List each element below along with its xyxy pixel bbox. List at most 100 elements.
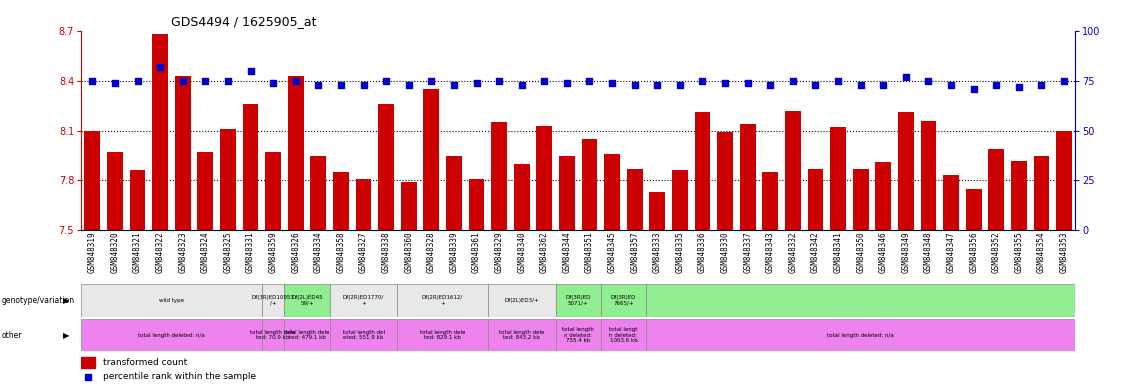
Point — [218, 78, 236, 84]
Bar — [555, 319, 601, 351]
Text: transformed count: transformed count — [102, 358, 187, 367]
Bar — [488, 319, 555, 351]
Bar — [468, 179, 484, 230]
Bar — [401, 182, 417, 230]
Bar — [129, 170, 145, 230]
Bar — [605, 154, 620, 230]
Bar — [81, 356, 95, 368]
Bar — [288, 76, 304, 230]
Bar — [378, 104, 394, 230]
Text: ▶: ▶ — [63, 331, 70, 339]
Bar — [695, 112, 711, 230]
Bar — [601, 319, 646, 351]
Text: GSM848347: GSM848347 — [947, 232, 956, 273]
Text: GSM848353: GSM848353 — [1060, 232, 1069, 273]
Point — [581, 78, 599, 84]
Bar — [921, 121, 937, 230]
Point — [467, 79, 485, 86]
Bar — [175, 76, 190, 230]
Point — [557, 79, 575, 86]
Text: GSM848340: GSM848340 — [517, 232, 526, 273]
Text: other: other — [1, 331, 21, 339]
Text: GSM848354: GSM848354 — [1037, 232, 1046, 273]
Text: GSM848349: GSM848349 — [901, 232, 910, 273]
Bar — [830, 127, 846, 230]
Point — [806, 81, 824, 88]
Point — [332, 81, 350, 88]
Point — [535, 78, 553, 84]
Text: percentile rank within the sample: percentile rank within the sample — [102, 372, 256, 381]
Text: total length dele
ted: 479.1 kb: total length dele ted: 479.1 kb — [285, 329, 330, 341]
Text: GSM848362: GSM848362 — [539, 232, 548, 273]
Bar — [330, 319, 397, 351]
Point — [942, 81, 960, 88]
Text: GSM848350: GSM848350 — [856, 232, 865, 273]
Text: GSM848361: GSM848361 — [472, 232, 481, 273]
Text: total length del
eted: 551.9 kb: total length del eted: 551.9 kb — [342, 329, 385, 341]
Text: total length dele
ted: 843.2 kb: total length dele ted: 843.2 kb — [499, 329, 544, 341]
Bar — [650, 192, 665, 230]
Bar — [1056, 131, 1072, 230]
Point — [784, 78, 802, 84]
Text: GSM848321: GSM848321 — [133, 232, 142, 273]
Text: GSM848334: GSM848334 — [314, 232, 323, 273]
Bar — [558, 156, 574, 230]
Bar — [762, 172, 778, 230]
Point — [626, 81, 644, 88]
Text: GSM848329: GSM848329 — [494, 232, 503, 273]
Text: Df(2L)ED45
59/+: Df(2L)ED45 59/+ — [292, 295, 323, 306]
Point — [671, 81, 689, 88]
Bar — [601, 284, 646, 317]
Text: Df(2R)ED1770/
+: Df(2R)ED1770/ + — [343, 295, 384, 306]
Bar — [582, 139, 598, 230]
Bar — [81, 319, 262, 351]
Bar — [717, 132, 733, 230]
Text: total length dele
ted: 829.1 kb: total length dele ted: 829.1 kb — [420, 329, 465, 341]
Text: GSM848345: GSM848345 — [608, 232, 617, 273]
Bar — [536, 126, 552, 230]
Point — [490, 78, 508, 84]
Bar — [852, 169, 868, 230]
Text: Df(2L)ED3/+: Df(2L)ED3/+ — [504, 298, 539, 303]
Bar — [897, 112, 914, 230]
Text: GSM848351: GSM848351 — [586, 232, 595, 273]
Bar — [989, 149, 1004, 230]
Bar — [646, 319, 1075, 351]
Point — [649, 81, 667, 88]
Bar — [740, 124, 756, 230]
Bar — [875, 162, 891, 230]
Bar — [944, 175, 959, 230]
Point — [355, 81, 373, 88]
Text: GSM848322: GSM848322 — [155, 232, 164, 273]
Text: GSM848355: GSM848355 — [1015, 232, 1024, 273]
Text: GSM848325: GSM848325 — [223, 232, 232, 273]
Bar — [397, 319, 488, 351]
Bar — [1011, 161, 1027, 230]
Point — [79, 374, 97, 380]
Point — [874, 81, 892, 88]
Bar — [807, 169, 823, 230]
Text: GSM848332: GSM848332 — [788, 232, 797, 273]
Point — [716, 79, 734, 86]
Point — [739, 79, 757, 86]
Text: GSM848335: GSM848335 — [676, 232, 685, 273]
Text: GSM848358: GSM848358 — [337, 232, 346, 273]
Point — [965, 86, 983, 92]
Point — [1055, 78, 1073, 84]
Point — [173, 78, 191, 84]
Point — [896, 74, 914, 80]
Point — [422, 78, 440, 84]
Bar — [220, 129, 235, 230]
Bar — [311, 156, 327, 230]
Text: GSM848320: GSM848320 — [110, 232, 119, 273]
Point — [310, 81, 328, 88]
Text: GSM848352: GSM848352 — [992, 232, 1001, 273]
Point — [761, 81, 779, 88]
Text: GSM848328: GSM848328 — [427, 232, 436, 273]
Point — [512, 81, 530, 88]
Point — [377, 78, 395, 84]
Text: GSM848337: GSM848337 — [743, 232, 752, 273]
Text: wild type: wild type — [159, 298, 184, 303]
Bar — [513, 164, 529, 230]
Point — [694, 78, 712, 84]
